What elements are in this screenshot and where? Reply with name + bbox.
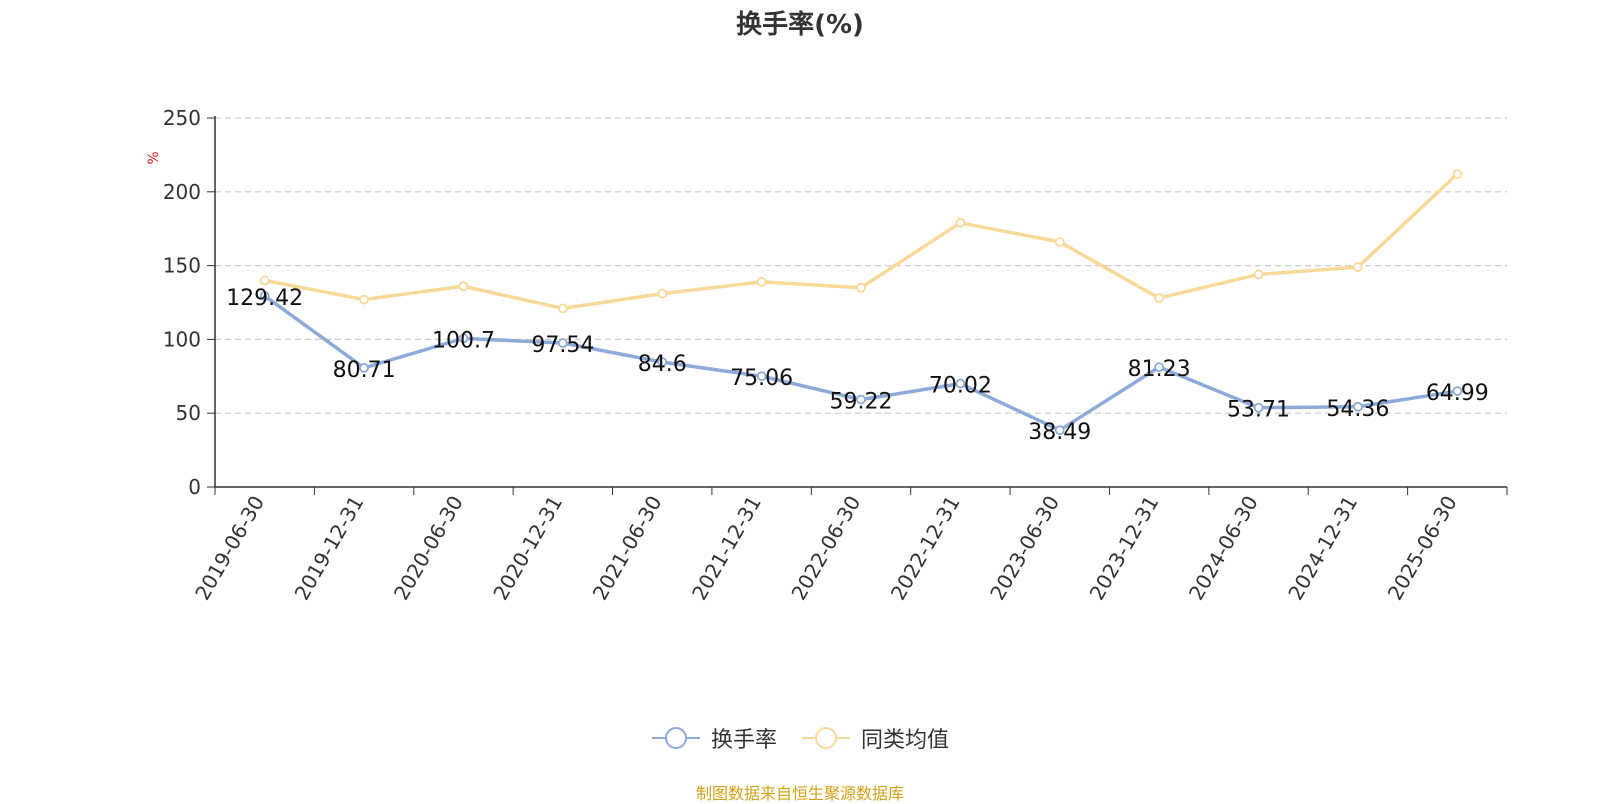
x-tick-label: 2024-12-31 <box>1283 492 1362 605</box>
grid-layer <box>215 117 1507 414</box>
data-point <box>259 275 270 286</box>
data-point <box>955 217 966 228</box>
data-point <box>856 394 866 405</box>
legend-marker-icon <box>802 727 850 749</box>
legend-item-peer-average[interactable]: 同类均值 <box>801 722 949 754</box>
x-tick-label: 2020-12-31 <box>488 492 567 605</box>
source-note: 制图数据来自恒生聚源数据库 <box>695 784 904 803</box>
data-point <box>657 288 668 299</box>
data-label: 38.49 <box>1028 420 1091 445</box>
data-point <box>359 294 369 305</box>
legend-marker-icon <box>651 727 700 749</box>
axis-layer: 0 50 100 150 200 250% 2019-06-30 2019-12-31 2020… <box>146 106 1508 605</box>
data-label: 84.6 <box>638 352 687 377</box>
data-label: 53.71 <box>1227 398 1290 423</box>
chart-title: 换手率(%) <box>736 10 864 40</box>
y-tick-label: 50 <box>176 401 201 425</box>
data-point <box>657 357 668 368</box>
data-point <box>856 282 866 293</box>
y-tick-label: 200 <box>163 180 201 204</box>
x-tick-label: 2023-12-31 <box>1085 492 1164 605</box>
data-point <box>458 333 469 344</box>
data-point <box>1452 169 1463 179</box>
data-point <box>1452 386 1463 396</box>
data-point <box>1054 237 1065 247</box>
data-point <box>359 362 369 373</box>
legend-label: 同类均值 <box>861 728 950 753</box>
data-point <box>756 276 767 287</box>
x-tick-label: 2024-06-30 <box>1184 492 1263 605</box>
data-point <box>1054 425 1065 436</box>
data-label: 97.54 <box>531 333 594 358</box>
data-label: 70.02 <box>929 374 992 399</box>
x-tick-label: 2022-06-30 <box>786 492 865 605</box>
data-label: 100.7 <box>432 328 495 353</box>
data-label: 54.36 <box>1326 397 1389 422</box>
series-layer <box>259 169 1463 436</box>
x-tick-label: 2019-12-31 <box>290 492 369 605</box>
legend: 换手率 同类均值 <box>0 722 1600 754</box>
data-label: 80.71 <box>333 358 396 383</box>
x-tick-label: 2023-06-30 <box>985 492 1064 605</box>
data-point <box>557 338 568 348</box>
x-tick-label: 2021-06-30 <box>588 492 667 605</box>
label-layer: 129.42 80.71 100.7 97.54 84.6 75.06 59.22 70.02… <box>226 286 1489 445</box>
x-tick-label: 2025-06-30 <box>1383 492 1462 605</box>
y-tick-label: 150 <box>163 254 201 278</box>
legend-label: 换手率 <box>710 728 777 753</box>
data-label: 64.99 <box>1426 381 1489 406</box>
data-point <box>1253 402 1264 413</box>
x-tick-label: 2019-06-30 <box>190 492 269 605</box>
y-tick-label: 100 <box>163 327 201 351</box>
data-point <box>458 281 469 292</box>
data-label: 129.42 <box>226 286 303 311</box>
y-tick-label: 250 <box>163 106 201 130</box>
data-point <box>1154 293 1165 303</box>
data-point <box>1253 269 1264 280</box>
data-point <box>756 371 767 382</box>
data-point <box>955 378 966 389</box>
y-axis-label: % <box>146 151 162 164</box>
data-label: 75.06 <box>730 366 793 391</box>
data-label: 59.22 <box>830 390 893 415</box>
data-point <box>1353 262 1363 272</box>
data-point <box>1353 401 1363 412</box>
x-tick-label: 2020-06-30 <box>389 492 468 605</box>
x-tick-label: 2021-12-31 <box>687 492 766 605</box>
legend-item-turnover[interactable]: 换手率 <box>651 722 777 754</box>
y-tick-label: 0 <box>188 475 201 499</box>
data-point <box>557 303 568 314</box>
data-label: 81.23 <box>1128 357 1191 382</box>
x-tick-label: 2022-12-31 <box>886 492 965 605</box>
data-point <box>1154 362 1165 373</box>
data-point <box>259 291 270 301</box>
